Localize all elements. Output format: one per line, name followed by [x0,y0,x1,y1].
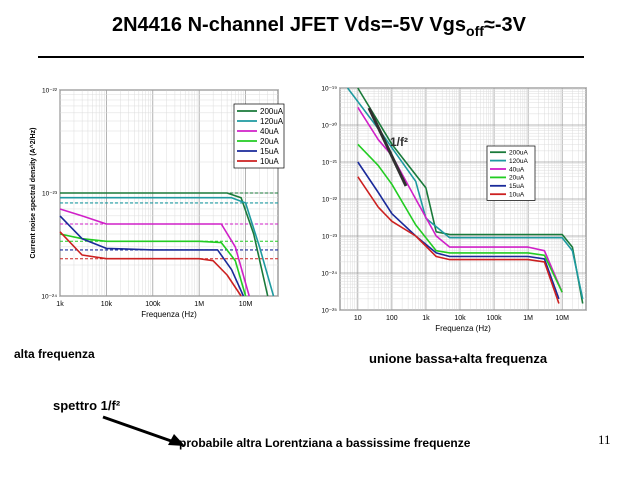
page-number: 11 [598,432,611,447]
chart1-x-tick-label: 10M [239,301,253,308]
chart1-legend-label-120ua: 120uA [260,117,284,126]
pointer-arrow [102,415,185,446]
chart2-legend-label-200ua: 200uA [509,149,528,156]
note-lorentzian: probabile altra Lorentziana a bassissime… [179,436,471,450]
chart1-legend-label-200ua: 200uA [260,107,284,116]
chart1-y-tick-label: 10⁻²³ [42,191,58,198]
chart2-legend-label-40ua: 40uA [509,166,525,173]
chart2-series-line-20ua [357,143,563,293]
chart1-legend-label-15ua: 15uA [260,147,279,156]
chart2-y-tick-label: 10⁻²⁴ [321,271,337,278]
slide-title: 2N4416 N-channel JFET Vds=-5V Vgsoff≈-3V [0,14,638,39]
chart1-y-tick-label: 10⁻²⁴ [41,294,57,301]
chart1-x-axis-label: Frequenza (Hz) [141,310,197,319]
chart2-series-line-40ua [357,106,563,293]
caption-right: unione bassa+alta frequenza [369,351,548,366]
chart1-series-line-10ua [59,231,242,297]
left-noise-chart: 1k 10k 100k 1M 10M 10⁻²² 10⁻²³ 10⁻²⁴ Frequenza (… [29,88,285,319]
chart2-y-tick-label: 10⁻²² [322,197,338,204]
title-underline [38,56,584,58]
chart2-legend-box [486,145,536,201]
chart1-series-line-40ua [59,208,250,297]
chart2-y-tick-label: 10⁻²³ [322,234,338,241]
chart1-x-tick-label: 1k [56,301,64,308]
chart2-x-tick-label: 100k [486,315,502,322]
chart2-y-tick-label: 10⁻²¹ [322,160,338,167]
chart1-series-line-120ua [60,196,275,297]
chart2-legend-label-20ua: 20uA [509,175,525,182]
chart2-x-tick-label: 100 [386,315,398,322]
chart2-x-tick-label: 10 [354,315,362,322]
chart1-series-line-15ua [59,215,245,297]
chart2-x-tick-label: 10M [555,315,569,322]
caption-left: alta frequenza [14,347,95,361]
chart1-legend-label-40ua: 40uA [260,127,279,136]
chart1-x-tick-label: 100k [145,301,161,308]
chart2-annotation-slope-line [367,107,408,187]
title-subscript: off [466,23,484,39]
chart2-x-tick-label: 1M [523,315,533,322]
right-noise-chart: 10 100 1k 10k 100k 1M 10M 10⁻¹⁹ 10⁻²⁰ 10⁻²¹ 10⁻²² 1… [321,86,587,333]
chart1-legend-box [233,103,285,169]
chart1-series-line-20ua [59,233,247,297]
title-tail: ≈-3V [483,14,527,36]
chart1-series-line-200ua [60,192,269,297]
chart2-series-line-200ua [357,87,584,304]
chart2-y-tick-label: 10⁻¹⁹ [321,86,337,93]
note-spectrum: spettro 1/f² [53,398,121,413]
chart1-legend-label-10ua: 10uA [260,157,279,166]
chart1-y-tick-label: 10⁻²² [42,88,58,95]
chart2-legend-label-120ua: 120uA [509,158,528,165]
chart2-series-line-15ua [357,161,560,300]
chart2-series-line-10ua [357,176,560,304]
chart2-x-tick-label: 10k [454,315,466,322]
chart1-y-axis-label: Current noise spectral density (A^2/Hz) [29,128,37,259]
chart2-series-line-120ua [346,87,584,300]
chart1-x-tick-label: 10k [101,301,113,308]
chart2-x-tick-label: 1k [422,315,430,322]
chart2-annotation-label: 1/f² [390,135,408,149]
chart1-legend-label-20ua: 20uA [260,137,279,146]
title-main: 2N4416 N-channel JFET Vds=-5V Vgs [111,14,467,36]
chart2-legend-label-15ua: 15uA [509,183,525,190]
chart2-legend-label-10ua: 10uA [509,191,525,198]
chart2-x-axis-label: Frequenza (Hz) [435,324,491,333]
chart2-y-tick-label: 10⁻²⁵ [321,308,337,315]
chart1-x-tick-label: 1M [194,301,204,308]
chart2-y-tick-label: 10⁻²⁰ [322,122,338,130]
